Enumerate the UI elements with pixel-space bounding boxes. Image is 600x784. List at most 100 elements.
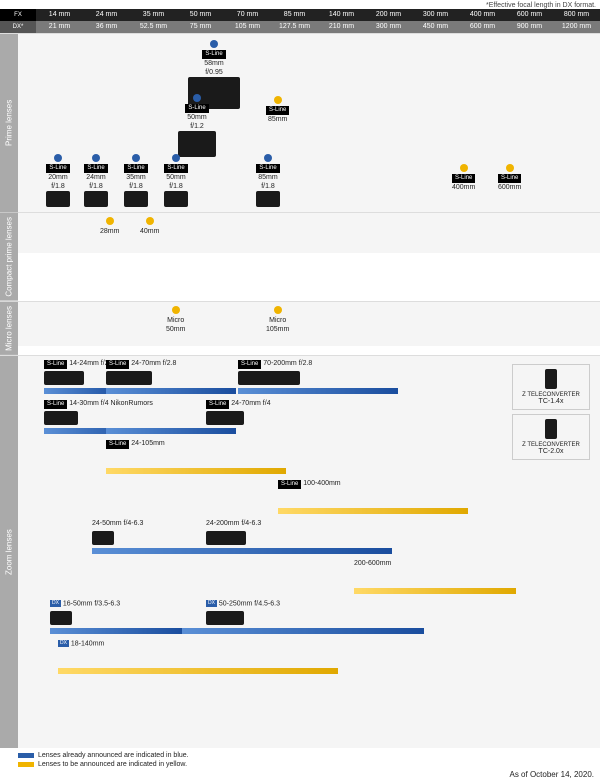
yellow-dot-icon bbox=[146, 217, 154, 225]
dx-focal-col: 105 mm bbox=[224, 21, 271, 33]
fx-focal-col: 800 mm bbox=[553, 9, 600, 21]
lens-focal: 600mm bbox=[498, 183, 521, 192]
zoom-lenses-section: Zoom lenses Z TELECONVERTERTC-1.4xZ TELE… bbox=[0, 355, 600, 748]
sline-badge: S-Line bbox=[84, 164, 107, 173]
sline-badge: S-Line bbox=[452, 174, 475, 183]
sline-badge: S-Line bbox=[106, 440, 129, 449]
sline-badge: S-Line bbox=[206, 400, 229, 409]
zoom-lens-label: S-Line 24-105mm bbox=[106, 440, 165, 449]
dx-badge: DX bbox=[58, 640, 69, 647]
blue-dot-icon bbox=[210, 40, 218, 48]
sline-badge: S-Line bbox=[44, 360, 67, 369]
dx-format-note: *Effective focal length in DX format. bbox=[0, 0, 600, 9]
yellow-dot-icon bbox=[172, 306, 180, 314]
lens-focal: 28mm bbox=[100, 227, 119, 236]
zoom-lens-label: 200-600mm bbox=[354, 560, 391, 567]
zoom-lens-label: S-Line 70-200mm f/2.8 bbox=[238, 360, 312, 369]
sline-badge: S-Line bbox=[256, 164, 279, 173]
sline-badge: S-Line bbox=[44, 400, 67, 409]
lens-focal: 50mm bbox=[166, 325, 185, 334]
lens-aperture: f/1.8 bbox=[46, 182, 70, 191]
zoom-row: S-Line 14-30mm f/4 NikonRumorsS-Line 24-… bbox=[20, 400, 598, 436]
blue-dot-icon bbox=[54, 154, 62, 162]
dx-focal-col: 36 mm bbox=[83, 21, 130, 33]
legend-yellow-swatch bbox=[18, 762, 34, 767]
dx-focal-col: 127.5 mm bbox=[271, 21, 318, 33]
micro-lens-m50: Micro50mm bbox=[166, 306, 185, 334]
prime-lens-p50: S-Line50mmf/1.8 bbox=[164, 154, 188, 209]
sline-badge: S-Line bbox=[238, 360, 261, 369]
fx-focal-col: 85 mm bbox=[271, 9, 318, 21]
lens-focal: 24mm bbox=[84, 173, 108, 182]
prime-lens-p600: S-Line600mm bbox=[498, 164, 521, 192]
zoom-lens-label: DX 50-250mm f/4.5-6.3 bbox=[206, 600, 280, 607]
zoom-lens-image bbox=[50, 611, 72, 625]
sline-badge: S-Line bbox=[46, 164, 69, 173]
fx-focal-col: 300 mm bbox=[412, 9, 459, 21]
lens-image bbox=[84, 191, 108, 207]
zoom-lens-image bbox=[238, 371, 300, 385]
sline-badge: S-Line bbox=[498, 174, 521, 183]
zoom-lens-image bbox=[44, 371, 84, 385]
zoom-row: DX 18-140mm bbox=[20, 640, 598, 676]
legend: Lenses already announced are indicated i… bbox=[0, 748, 600, 768]
prime-lens-p85: S-Line85mmf/1.8 bbox=[256, 154, 280, 209]
fx-focal-col: 600 mm bbox=[506, 9, 553, 21]
dx-focal-col: 210 mm bbox=[318, 21, 365, 33]
fx-focal-col: 50 mm bbox=[177, 9, 224, 21]
sline-badge: S-Line bbox=[185, 104, 208, 113]
sline-badge: S-Line bbox=[124, 164, 147, 173]
date-note: As of October 14, 2020. bbox=[0, 770, 600, 783]
zoom-lens-label: S-Line 14-30mm f/4 NikonRumors bbox=[44, 400, 153, 409]
zoom-section-label: Zoom lenses bbox=[0, 356, 18, 748]
lens-aperture: f/1.8 bbox=[256, 182, 280, 191]
fx-focal-col: 70 mm bbox=[224, 9, 271, 21]
focal-range-bar bbox=[106, 388, 236, 394]
prime-lens-p50_12: S-Line50mmf/1.2 bbox=[178, 94, 216, 159]
lens-aperture: f/1.8 bbox=[164, 182, 188, 191]
zoom-lens-image bbox=[206, 531, 246, 545]
lens-type: Micro bbox=[166, 316, 185, 325]
dx-focal-col: 75 mm bbox=[177, 21, 224, 33]
zoom-row: 200-600mm bbox=[20, 560, 598, 596]
lens-focal: 58mm bbox=[188, 59, 240, 68]
lens-image bbox=[46, 191, 70, 207]
focal-range-bar bbox=[182, 628, 424, 634]
lens-focal: 400mm bbox=[452, 183, 475, 192]
lens-aperture: f/1.8 bbox=[84, 182, 108, 191]
zoom-lens-label: S-Line 24-70mm f/2.8 bbox=[106, 360, 176, 369]
lens-image bbox=[256, 191, 280, 207]
focal-range-bar bbox=[50, 628, 182, 634]
focal-range-bar bbox=[92, 548, 392, 554]
lens-image bbox=[124, 191, 148, 207]
lens-focal: 20mm bbox=[46, 173, 70, 182]
zoom-lens-image bbox=[206, 411, 244, 425]
prime-lens-p35: S-Line35mmf/1.8 bbox=[124, 154, 148, 209]
dx-row-label: DX* bbox=[0, 21, 36, 33]
lens-focal: 35mm bbox=[124, 173, 148, 182]
dx-focal-col: 900 mm bbox=[506, 21, 553, 33]
focal-range-bar bbox=[354, 588, 516, 594]
dx-focal-col: 52.5 mm bbox=[130, 21, 177, 33]
dx-badge: DX bbox=[50, 600, 61, 607]
dx-badge: DX bbox=[206, 600, 217, 607]
blue-dot-icon bbox=[172, 154, 180, 162]
micro-section-label: Micro lenses bbox=[0, 302, 18, 355]
fx-row-label: FX bbox=[0, 9, 36, 21]
legend-blue-text: Lenses already announced are indicated i… bbox=[38, 752, 189, 759]
fx-focal-col: 24 mm bbox=[83, 9, 130, 21]
lens-image bbox=[164, 191, 188, 207]
zoom-lens-label: DX 16-50mm f/3.5-6.3 bbox=[50, 600, 120, 607]
legend-blue-swatch bbox=[18, 753, 34, 758]
zoom-row: 24-50mm f/4-6.324-200mm f/4-6.3 bbox=[20, 520, 598, 556]
focal-range-bar bbox=[58, 668, 338, 674]
micro-lenses-section: Micro lenses Micro50mmMicro105mm bbox=[0, 301, 600, 355]
prime-lens-p400: S-Line400mm bbox=[452, 164, 475, 192]
fx-focal-col: 200 mm bbox=[365, 9, 412, 21]
yellow-dot-icon bbox=[460, 164, 468, 172]
zoom-lens-image bbox=[44, 411, 78, 425]
lens-focal: 85mm bbox=[256, 173, 280, 182]
dx-focal-col: 1200 mm bbox=[553, 21, 600, 33]
lens-aperture: f/0.95 bbox=[188, 68, 240, 77]
compact-section-label: Compact prime lenses bbox=[0, 213, 18, 301]
